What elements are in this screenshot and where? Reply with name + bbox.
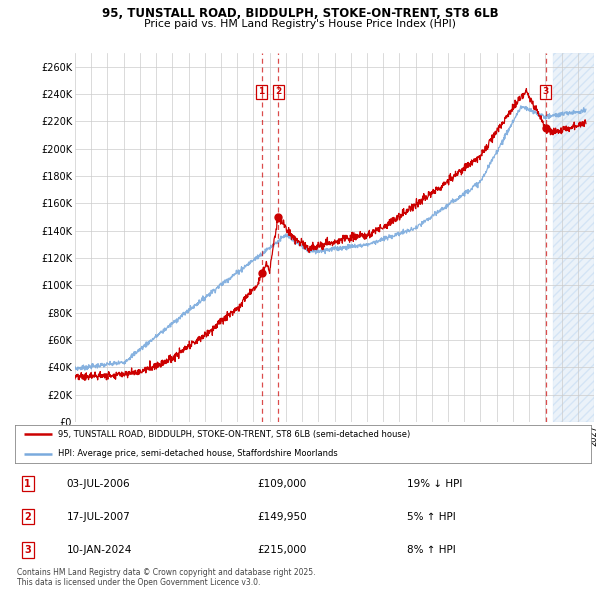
- Text: 19% ↓ HPI: 19% ↓ HPI: [407, 478, 462, 489]
- Text: 95, TUNSTALL ROAD, BIDDULPH, STOKE-ON-TRENT, ST8 6LB: 95, TUNSTALL ROAD, BIDDULPH, STOKE-ON-TR…: [101, 7, 499, 20]
- Text: 95, TUNSTALL ROAD, BIDDULPH, STOKE-ON-TRENT, ST8 6LB (semi-detached house): 95, TUNSTALL ROAD, BIDDULPH, STOKE-ON-TR…: [58, 430, 410, 439]
- Text: £149,950: £149,950: [257, 512, 307, 522]
- Text: 2: 2: [275, 87, 281, 96]
- Text: 8% ↑ HPI: 8% ↑ HPI: [407, 545, 455, 555]
- Text: 3: 3: [543, 87, 549, 96]
- Text: Contains HM Land Registry data © Crown copyright and database right 2025.
This d: Contains HM Land Registry data © Crown c…: [17, 568, 316, 587]
- Text: 10-JAN-2024: 10-JAN-2024: [67, 545, 132, 555]
- Text: 03-JUL-2006: 03-JUL-2006: [67, 478, 130, 489]
- Text: Price paid vs. HM Land Registry's House Price Index (HPI): Price paid vs. HM Land Registry's House …: [144, 19, 456, 30]
- Text: 2: 2: [24, 512, 31, 522]
- Text: 3: 3: [24, 545, 31, 555]
- Text: HPI: Average price, semi-detached house, Staffordshire Moorlands: HPI: Average price, semi-detached house,…: [58, 449, 338, 458]
- Text: 1: 1: [24, 478, 31, 489]
- Text: 5% ↑ HPI: 5% ↑ HPI: [407, 512, 455, 522]
- Text: £215,000: £215,000: [257, 545, 306, 555]
- Text: 1: 1: [259, 87, 265, 96]
- Text: £109,000: £109,000: [257, 478, 306, 489]
- Text: 17-JUL-2007: 17-JUL-2007: [67, 512, 131, 522]
